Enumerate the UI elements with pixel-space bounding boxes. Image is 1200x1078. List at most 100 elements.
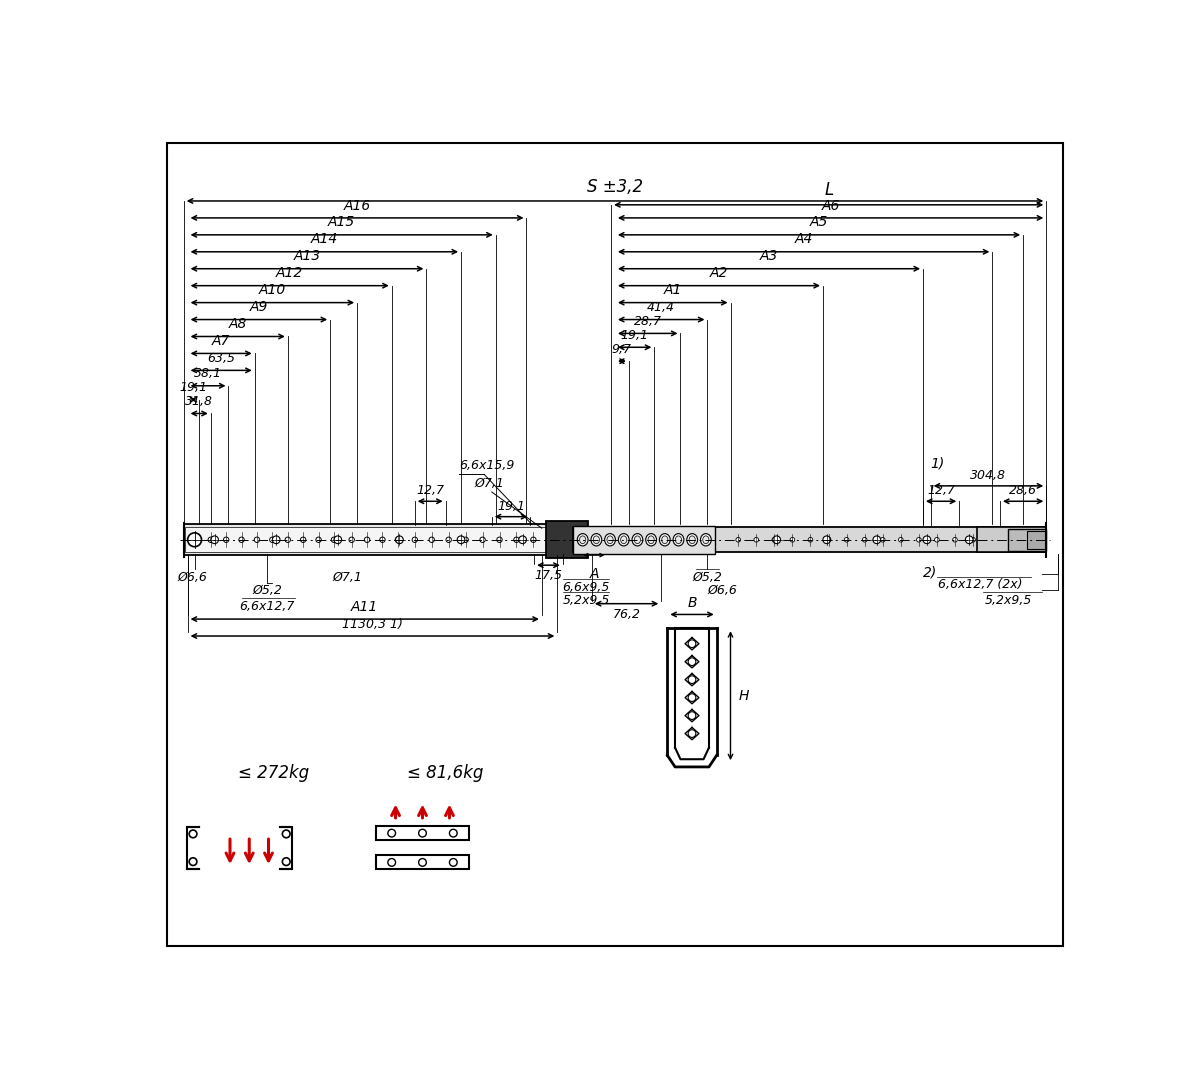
Text: A9: A9 [250, 300, 268, 314]
Text: 1130,3 1): 1130,3 1) [342, 618, 403, 631]
Text: 28,6: 28,6 [1009, 484, 1037, 497]
Bar [977, 527, 1046, 552]
Ellipse shape [676, 536, 682, 543]
Circle shape [190, 858, 197, 866]
Ellipse shape [607, 536, 613, 543]
Bar [546, 522, 588, 558]
Circle shape [772, 538, 776, 542]
Circle shape [349, 537, 354, 542]
Text: 9,7: 9,7 [612, 343, 632, 356]
Circle shape [845, 538, 848, 542]
Circle shape [419, 829, 426, 837]
Text: A14: A14 [311, 233, 338, 247]
Circle shape [395, 537, 401, 542]
Text: A: A [589, 567, 599, 581]
Text: B: B [688, 596, 697, 610]
Text: 17,5: 17,5 [534, 569, 563, 582]
Ellipse shape [661, 536, 668, 543]
Bar [572, 526, 715, 554]
Ellipse shape [646, 534, 656, 545]
Circle shape [450, 858, 457, 867]
Ellipse shape [605, 534, 616, 545]
Text: Ø7,1: Ø7,1 [332, 570, 362, 583]
Bar [377, 856, 469, 869]
Circle shape [419, 858, 426, 867]
Bar [377, 826, 469, 840]
Text: L: L [824, 181, 833, 199]
Text: 63,5: 63,5 [208, 353, 235, 365]
Ellipse shape [660, 534, 670, 545]
Text: Ø6,6: Ø6,6 [708, 584, 738, 597]
Circle shape [211, 536, 218, 543]
Text: A12: A12 [276, 266, 304, 280]
Text: S ±3,2: S ±3,2 [587, 178, 643, 195]
Circle shape [190, 830, 197, 838]
Text: 1): 1) [931, 456, 944, 470]
Circle shape [688, 640, 696, 648]
Circle shape [881, 538, 886, 542]
Circle shape [497, 537, 502, 542]
Circle shape [899, 538, 904, 542]
Ellipse shape [620, 536, 626, 543]
Circle shape [239, 537, 245, 542]
Ellipse shape [580, 536, 586, 543]
Circle shape [300, 537, 306, 542]
Text: 6,6x9,5: 6,6x9,5 [563, 581, 610, 594]
Text: A4: A4 [794, 233, 812, 247]
Circle shape [823, 536, 830, 543]
Text: Ø7,1: Ø7,1 [475, 476, 505, 489]
Text: A1: A1 [664, 284, 682, 298]
Circle shape [688, 711, 696, 719]
Circle shape [872, 536, 881, 543]
Circle shape [430, 537, 434, 542]
Ellipse shape [590, 534, 601, 545]
Text: 6,6x15,9: 6,6x15,9 [460, 459, 515, 472]
Ellipse shape [593, 536, 600, 543]
Text: 19,1: 19,1 [180, 382, 208, 395]
Text: A11: A11 [352, 599, 378, 613]
Circle shape [457, 536, 464, 543]
Text: A8: A8 [228, 317, 247, 331]
Bar [1027, 530, 1046, 549]
Bar [184, 524, 572, 555]
Circle shape [808, 538, 812, 542]
Bar [185, 527, 571, 552]
Ellipse shape [618, 534, 629, 545]
Circle shape [365, 537, 370, 542]
Text: 76,2: 76,2 [612, 608, 641, 621]
Ellipse shape [577, 534, 588, 545]
Text: A16: A16 [343, 198, 371, 212]
Text: A6: A6 [822, 198, 840, 212]
Ellipse shape [673, 534, 684, 545]
Circle shape [480, 537, 485, 542]
Text: ≤ 272kg: ≤ 272kg [238, 764, 308, 783]
Circle shape [923, 536, 931, 543]
Circle shape [286, 537, 290, 542]
Text: 19,1: 19,1 [620, 329, 649, 342]
Bar [572, 527, 1046, 552]
Text: 5,2x9,5: 5,2x9,5 [985, 594, 1032, 607]
Circle shape [388, 829, 396, 837]
Text: 6,6x12,7 (2x): 6,6x12,7 (2x) [938, 578, 1022, 591]
Ellipse shape [689, 536, 695, 543]
Circle shape [187, 533, 202, 547]
Text: A13: A13 [293, 249, 320, 263]
Circle shape [917, 538, 922, 542]
Text: A3: A3 [760, 249, 778, 263]
Ellipse shape [703, 536, 709, 543]
Text: A2: A2 [709, 266, 728, 280]
Text: 5,2x9,5: 5,2x9,5 [563, 594, 610, 607]
Circle shape [953, 538, 958, 542]
Circle shape [412, 537, 418, 542]
Ellipse shape [648, 536, 654, 543]
Bar [1008, 529, 1046, 551]
Text: 12,7: 12,7 [928, 484, 955, 497]
Text: Ø5,2: Ø5,2 [692, 570, 722, 583]
Circle shape [754, 538, 758, 542]
Text: H: H [738, 689, 749, 703]
Circle shape [446, 537, 451, 542]
Circle shape [935, 538, 940, 542]
Text: Ø5,2: Ø5,2 [252, 584, 282, 597]
Circle shape [827, 538, 830, 542]
Circle shape [514, 537, 520, 542]
